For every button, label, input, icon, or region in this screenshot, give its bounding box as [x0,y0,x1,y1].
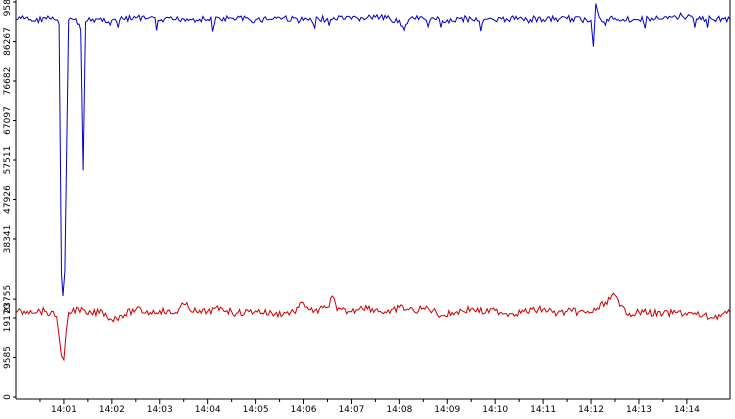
series-line-2 [15,292,731,362]
x-tick-label: 14:07 [338,405,364,415]
y-tick-label: 47926 [3,185,13,214]
y-tick-label: 9585 [3,346,13,369]
x-tick-labels: 14:01 14:02 14:03 14:04 14:05 14:06 14:07 14:08… [51,405,700,415]
x-tick-label: 14:03 [147,405,173,415]
y-tick-label: 38341 [3,225,13,254]
y-tick-label: 67097 [3,106,13,135]
y-tick-label: 0 [3,394,13,400]
y-tick-label: 19170 [3,303,13,332]
x-tick-label: 14:04 [195,405,221,415]
series-layer [15,3,731,362]
series-line-1 [15,3,731,297]
y-tick-label: 95853 [3,0,13,16]
x-tick-label: 14:06 [291,405,317,415]
x-tick-label: 14:10 [482,405,508,415]
x-tick-label: 14:13 [626,405,652,415]
x-tick-label: 14:02 [99,405,125,415]
x-tick-label: 14:08 [386,405,412,415]
axes [13,0,731,404]
x-tick-label: 14:14 [674,405,700,415]
y-tick-label: 86267 [3,27,13,56]
x-tick-label: 14:01 [51,405,77,415]
x-tick-label: 14:05 [243,405,269,415]
x-tick-label: 14:11 [530,405,556,415]
x-tick-label: 14:09 [434,405,460,415]
y-tick-label: 57511 [3,146,13,175]
y-tick-label: 23755 [3,285,13,314]
x-tick-label: 14:12 [578,405,604,415]
y-tick-label: 76682 [3,67,13,96]
